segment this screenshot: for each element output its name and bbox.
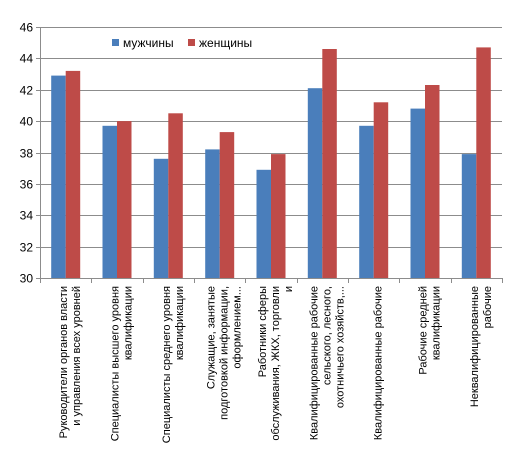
- y-tick-label: 46: [20, 21, 34, 35]
- legend-label: женщины: [199, 36, 252, 50]
- legend-swatch: [188, 39, 195, 46]
- bar-women: [168, 113, 183, 278]
- x-category-label-line: квалификации: [123, 286, 135, 360]
- axes: [40, 27, 503, 283]
- bar-women: [271, 154, 286, 278]
- x-category-label-line: сельского, лесного,: [321, 286, 333, 385]
- x-category-label: Руководители органов власти и управления …: [58, 286, 83, 438]
- y-tick-label: 32: [20, 241, 34, 255]
- x-category-label: Квалифицированные рабочие: [373, 286, 385, 440]
- legend-label: мужчины: [123, 36, 174, 50]
- bar-men: [307, 88, 323, 278]
- x-category-label-line: Специалисты высшего уровня: [110, 286, 122, 441]
- y-tick-label: 34: [20, 209, 34, 223]
- x-category-label-line: обслуживания, ЖКХ, торговли: [270, 286, 282, 441]
- x-axis-labels: Руководители органов власти и управления …: [58, 286, 494, 443]
- bar-men: [359, 125, 374, 278]
- y-axis-ticks: 30 32 34 36 38 40 42 44 46: [20, 21, 40, 286]
- x-category-label: Служащие, занятые подготовкой информации,…: [206, 286, 244, 420]
- bar-men: [410, 108, 425, 278]
- x-category-label-line: и управления всех уровней: [71, 286, 83, 426]
- bar-women: [219, 132, 235, 278]
- x-category-label-line: квалификации: [174, 286, 186, 360]
- bar-women: [425, 85, 440, 278]
- x-category-label-line: квалификации: [431, 286, 443, 360]
- y-tick-label: 30: [20, 272, 34, 286]
- x-category-label-line: Работники сферы: [257, 286, 269, 377]
- bar-men: [205, 149, 220, 278]
- x-category-label-line: Специалисты среднего уровня: [161, 286, 173, 443]
- bar-men: [256, 169, 271, 278]
- bar-women: [65, 70, 81, 279]
- x-category-label-line: Неквалифицированные: [469, 286, 481, 407]
- bar-men: [153, 158, 169, 278]
- y-tick-label: 36: [20, 178, 34, 192]
- y-tick-label: 44: [20, 52, 34, 66]
- x-category-label-line: охотничьего хозяйств,...: [334, 286, 346, 408]
- bar-women: [117, 121, 132, 278]
- bar-women: [476, 47, 491, 279]
- y-tick-label: 40: [20, 115, 34, 129]
- bar-women: [373, 102, 389, 278]
- x-category-label-line: и: [283, 286, 295, 292]
- x-category-label-line: рабочие: [482, 286, 494, 328]
- x-category-label-line: Руководители органов власти: [58, 286, 70, 438]
- bar-men: [461, 154, 477, 278]
- x-category-label-line: Служащие, занятые: [206, 286, 218, 389]
- x-category-label: Рабочие средней квалификации: [418, 286, 443, 375]
- y-tick-label: 42: [20, 84, 34, 98]
- x-category-label: Квалифицированные рабочие сельского, лесн…: [308, 286, 346, 440]
- x-category-label-line: подготовкой информации,: [219, 286, 231, 420]
- legend-swatch: [112, 39, 119, 46]
- x-category-label: Специалисты высшего уровня квалификации: [110, 286, 135, 441]
- x-category-label-line: Квалифицированные рабочие: [373, 286, 385, 440]
- bar-women: [322, 49, 337, 278]
- x-category-label: Работники сферы обслуживания, ЖКХ, торгов…: [257, 286, 295, 441]
- x-category-label: Специалисты среднего уровня квалификации: [161, 286, 186, 443]
- x-category-label-line: Квалифицированные рабочие: [308, 286, 320, 440]
- bar-men: [51, 75, 66, 278]
- x-category-label: Неквалифицированные рабочие: [469, 286, 494, 407]
- bars: [51, 47, 491, 279]
- x-category-label-line: оформлением...: [232, 286, 244, 369]
- legend: мужчины женщины: [112, 36, 252, 50]
- x-category-label-line: Рабочие средней: [418, 286, 430, 375]
- bar-men: [102, 125, 117, 278]
- y-tick-label: 38: [20, 147, 34, 161]
